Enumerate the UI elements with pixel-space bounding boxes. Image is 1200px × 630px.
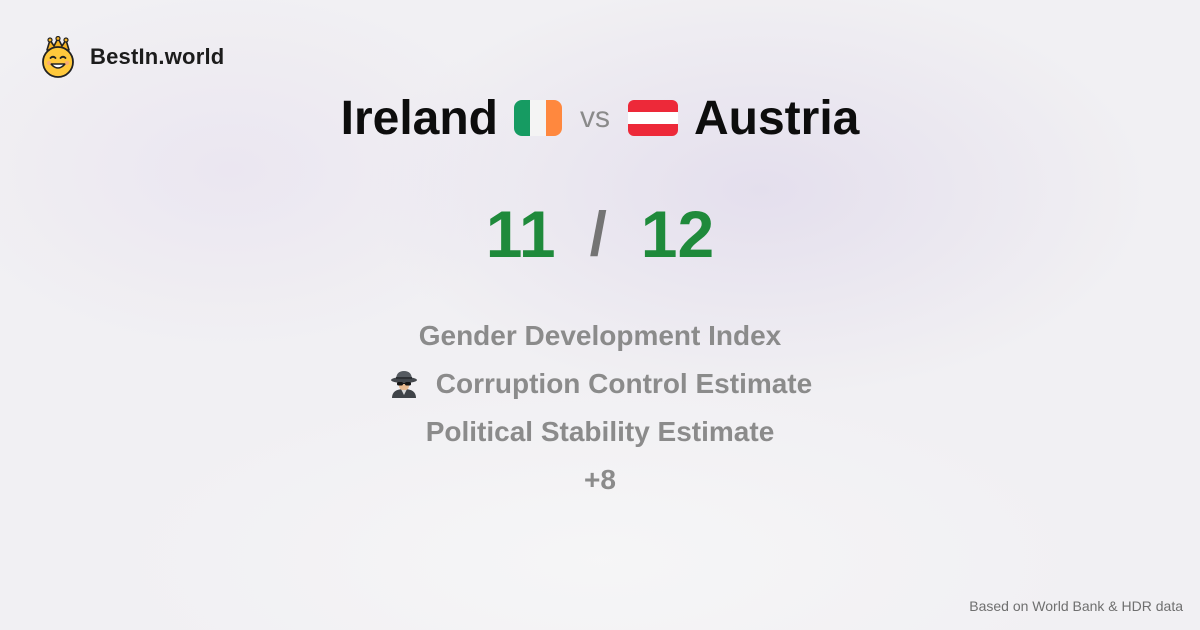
metric-label: +8 <box>584 464 616 495</box>
metric-label: Political Stability Estimate <box>425 416 775 447</box>
detective-icon <box>390 371 417 398</box>
metric-item: Gender Development Index <box>419 312 782 360</box>
austria-flag-icon <box>628 100 678 136</box>
right-country-name: Austria <box>694 91 860 145</box>
score-row: 11 / 12 <box>0 196 1200 272</box>
more-metrics-count: +8 <box>584 456 616 504</box>
brand-name: BestIn.world <box>90 44 225 69</box>
metrics-list: Gender Development Index Corruption Cont… <box>0 312 1200 504</box>
comparison-title: Ireland vs Austria <box>0 88 1200 148</box>
data-source-note: Based on World Bank & HDR data <box>969 598 1183 614</box>
right-score: 12 <box>640 197 715 271</box>
metric-label: Gender Development Index <box>418 320 782 351</box>
left-country-name: Ireland <box>340 91 498 145</box>
metric-label: Corruption Control Estimate <box>435 368 813 399</box>
vs-label: vs <box>580 101 610 134</box>
metric-item: Political Stability Estimate <box>426 408 775 456</box>
metric-item: Corruption Control Estimate <box>388 360 812 408</box>
brand[interactable]: BestIn.world <box>38 36 224 78</box>
ireland-flag-icon <box>514 100 562 136</box>
crown-smiley-icon <box>42 36 74 78</box>
left-score: 11 <box>485 197 556 271</box>
score-separator: / <box>589 199 607 269</box>
